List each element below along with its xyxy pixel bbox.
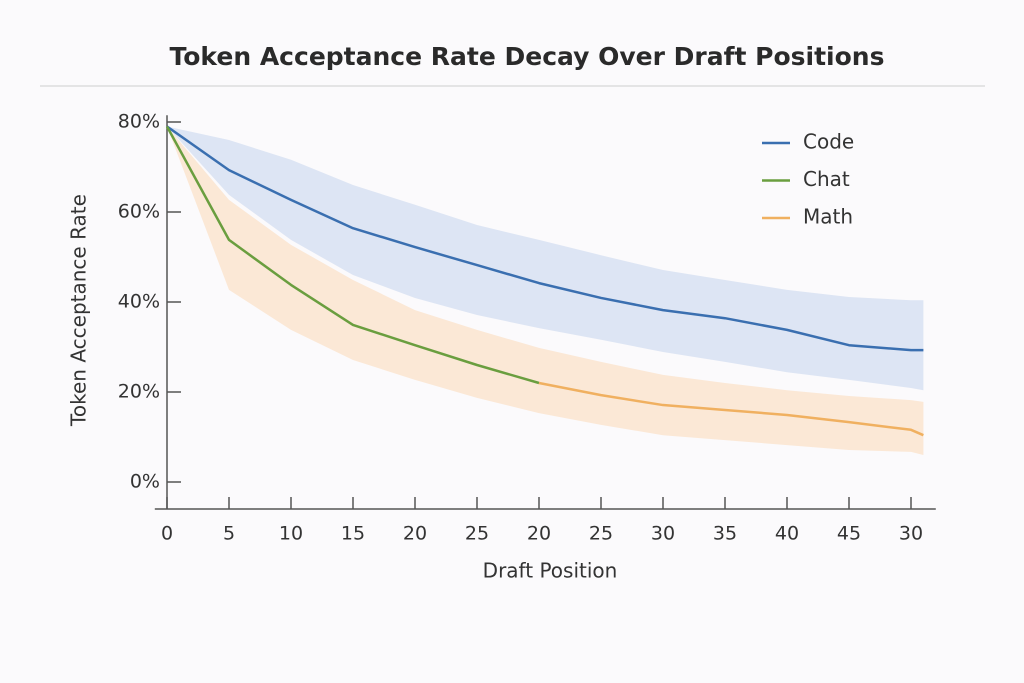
series-line <box>538 381 924 437</box>
x-tick-label: 30 <box>651 523 675 545</box>
confidence-band <box>167 126 924 391</box>
y-axis-label: Token Acceptance Rate <box>67 194 91 427</box>
y-tick-label: 60% <box>118 201 160 223</box>
legend-label: Chat <box>803 167 850 191</box>
y-tick-label: 80% <box>118 111 160 133</box>
x-tick-label: 15 <box>341 523 365 545</box>
x-tick-label: 0 <box>161 523 173 545</box>
x-axis-label: Draft Position <box>483 559 618 583</box>
x-tick-label: 20 <box>403 523 427 545</box>
x-tick-label: 40 <box>775 523 799 545</box>
x-tick-label: 45 <box>837 523 861 545</box>
y-tick-label: 40% <box>118 291 160 313</box>
x-tick-label: 5 <box>223 523 235 545</box>
x-tick-label: 20 <box>527 523 551 545</box>
x-tick-label: 25 <box>589 523 613 545</box>
x-tick-label: 25 <box>465 523 489 545</box>
legend-label: Math <box>803 205 853 229</box>
chart-title: Token Acceptance Rate Decay Over Draft P… <box>170 42 885 71</box>
legend-label: Code <box>803 130 854 154</box>
y-tick-label: 20% <box>118 381 160 403</box>
x-tick-label: 10 <box>279 523 303 545</box>
series-line <box>166 125 924 352</box>
y-tick-label: 0% <box>130 471 160 493</box>
x-tick-label: 30 <box>899 523 923 545</box>
series-line <box>165 125 540 385</box>
x-tick-label: 35 <box>713 523 737 545</box>
